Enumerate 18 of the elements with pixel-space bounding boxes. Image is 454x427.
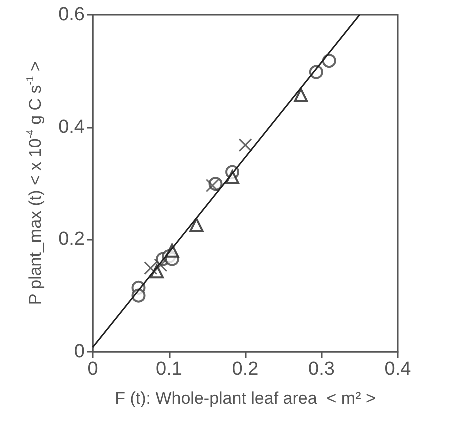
x-tick-label: 0.4: [384, 359, 412, 380]
point: [144, 262, 158, 276]
y-tick-label: 0.6: [58, 4, 85, 26]
y-tick-label: 0.4: [58, 116, 86, 138]
point: [206, 178, 220, 192]
point: [238, 138, 252, 152]
x-tick-label: 0.1: [156, 359, 182, 380]
y-axis-title: P plant_max (t) < x 10-4 g C s-1 >: [26, 62, 45, 306]
point: [294, 88, 308, 102]
y-tick-label: 0.2: [58, 229, 85, 250]
point: [154, 258, 168, 272]
point: [190, 218, 204, 232]
x-tick-label: 0.2: [232, 359, 259, 380]
x-tick-label: 0: [88, 359, 98, 380]
x-tick-label: 0.3: [308, 359, 335, 380]
y-tick-label: 0: [74, 342, 85, 362]
point: [322, 54, 336, 68]
x-axis-title: F (t): Whole-plant leaf area < m² >: [115, 389, 376, 408]
